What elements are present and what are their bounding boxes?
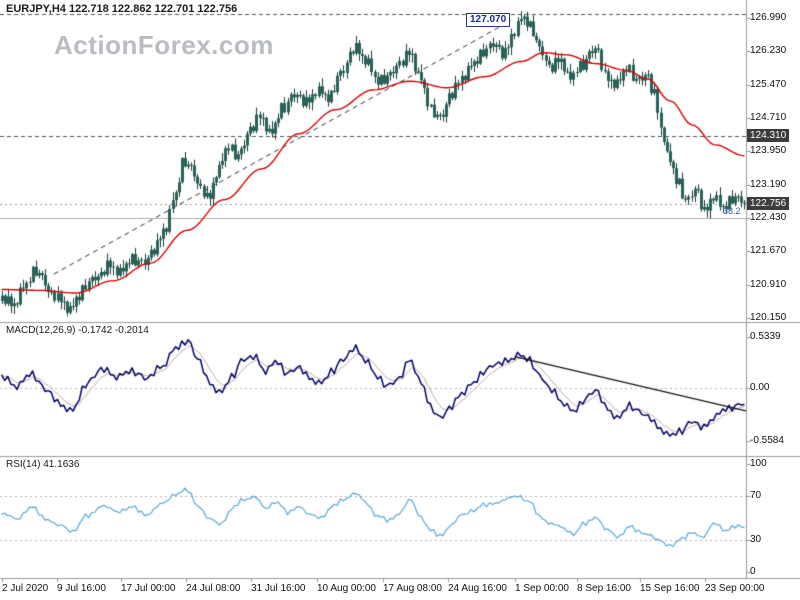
rsi-indicator-label: RSI(14) 41.1636	[6, 459, 80, 470]
price-annotation-box: 127.070	[466, 13, 511, 27]
macd-indicator-label: MACD(12,26,9) -0.1742 -0.2014	[6, 325, 149, 336]
symbol-ohlc-header: EURJPY,H4 122.718 122.862 122.701 122.75…	[6, 3, 238, 15]
fib-382-label: 38.2	[723, 206, 741, 216]
watermark: ActionForex.com	[54, 30, 274, 60]
